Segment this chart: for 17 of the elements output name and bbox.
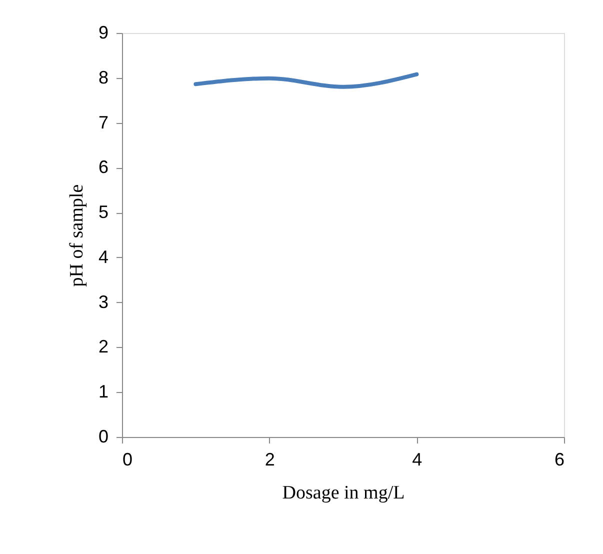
x-tick-label: 0 xyxy=(122,450,133,470)
y-tick-label: 7 xyxy=(98,112,108,132)
x-tick-label: 2 xyxy=(264,450,275,470)
y-tick-label: 9 xyxy=(98,22,108,42)
y-tick-label: 0 xyxy=(98,426,108,446)
y-axis-title: pH of sample xyxy=(66,184,88,287)
y-tick-label: 2 xyxy=(98,336,108,357)
y-tick-label: 5 xyxy=(98,202,108,222)
x-tick-label: 6 xyxy=(554,450,564,470)
x-axis-title: Dosage in mg/L xyxy=(282,482,405,504)
x-tick-label: 4 xyxy=(412,450,422,470)
y-tick-label: 6 xyxy=(98,157,108,178)
y-tick-label: 8 xyxy=(98,67,108,88)
line-series xyxy=(194,72,419,89)
y-tick-label: 4 xyxy=(98,246,108,267)
y-tick-label: 3 xyxy=(98,292,108,312)
y-tick-label: 1 xyxy=(98,382,108,402)
